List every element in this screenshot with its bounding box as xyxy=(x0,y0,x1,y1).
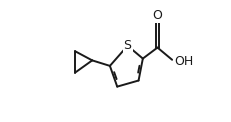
Text: OH: OH xyxy=(173,55,192,68)
Text: S: S xyxy=(123,39,131,52)
Text: O: O xyxy=(152,9,162,22)
